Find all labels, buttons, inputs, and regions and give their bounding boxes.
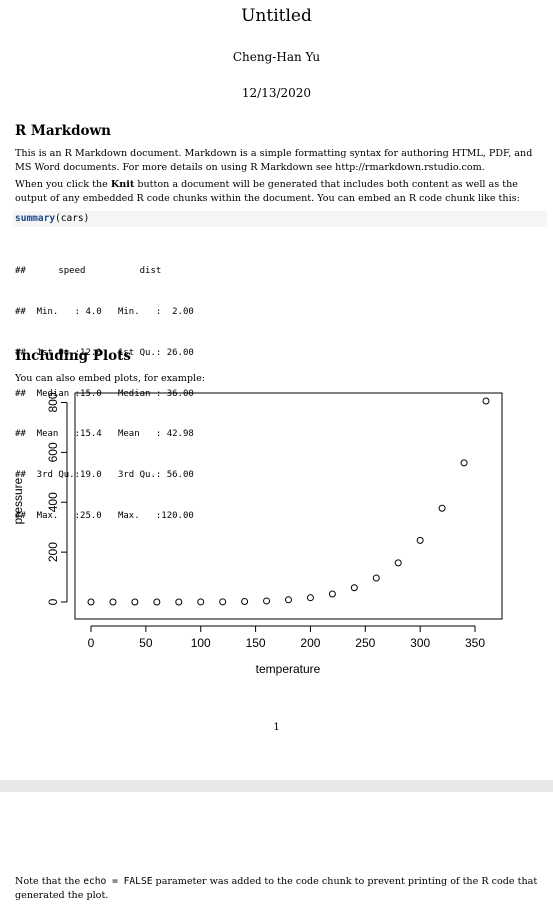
x-axis-label: temperature <box>256 662 321 676</box>
data-point <box>175 598 183 606</box>
footer-line-2: generated the plot. <box>15 890 109 901</box>
y-axis-label: pressure <box>11 477 25 524</box>
document-author: Cheng-Han Yu <box>232 50 321 64</box>
knit-paragraph: When you click the Knit button a documen… <box>15 178 545 206</box>
intro-paragraph: This is an R Markdown document. Markdown… <box>15 147 545 175</box>
page-number: 1 <box>273 722 280 733</box>
page-separator <box>0 780 553 792</box>
data-point <box>263 597 271 605</box>
code-chunk: summary(cars) <box>13 211 547 227</box>
x-tick-label: 50 <box>139 636 153 650</box>
footer-code: echo = FALSE <box>83 876 153 887</box>
output-line: ## Median :15.0 Median : 36.00 <box>15 388 205 399</box>
output-line: ## Mean :15.4 Mean : 42.98 <box>15 429 205 440</box>
x-tick-label: 200 <box>300 636 320 650</box>
output-line: ## 1st Qu.:12.0 1st Qu.: 26.00 <box>15 347 205 358</box>
x-tick-label: 250 <box>355 636 375 650</box>
knit-bold: Knit <box>110 179 135 190</box>
data-point <box>131 598 139 606</box>
data-point <box>482 397 490 405</box>
document-date: 12/13/2020 <box>241 86 312 100</box>
x-tick-label: 100 <box>191 636 211 650</box>
data-point <box>285 596 292 604</box>
section-heading-including-plots: Including Plots <box>15 348 131 364</box>
knit-line-1-pre: When you click the <box>15 179 111 190</box>
y-tick-label: 800 <box>46 392 60 412</box>
intro-line-2: MS Word documents. For more details on u… <box>15 162 485 173</box>
y-tick-label: 0 <box>46 598 60 605</box>
plot-box <box>74 392 503 620</box>
x-tick-label: 0 <box>88 636 95 650</box>
data-point <box>438 504 446 512</box>
data-points <box>87 397 490 606</box>
y-tick-label: 200 <box>46 542 60 562</box>
footer-note: Note that the echo = FALSE parameter was… <box>15 875 545 903</box>
data-point <box>109 598 117 606</box>
data-point <box>197 598 205 606</box>
intro-line-1: This is an R Markdown document. Markdown… <box>15 148 533 159</box>
x-tick-label: 350 <box>465 636 485 650</box>
code-output: ## speed dist ## Min. : 4.0 Min. : 2.00 … <box>15 238 205 551</box>
document-title: Untitled <box>241 6 312 26</box>
y-tick-label: 600 <box>46 442 60 462</box>
code-function: summary <box>15 213 56 224</box>
pressure-scatter-plot: 0 50 100 150 200 250 300 350 0 200 400 600 800 temp… <box>11 392 503 676</box>
data-point <box>394 559 402 567</box>
data-point <box>241 598 249 606</box>
footer-post: parameter was added to the code chunk to… <box>152 876 538 887</box>
data-point <box>460 459 468 467</box>
code-args: (cars) <box>55 213 90 224</box>
section-heading-r-markdown: R Markdown <box>15 123 111 139</box>
output-line: ## 3rd Qu.:19.0 3rd Qu.: 56.00 <box>15 470 205 481</box>
data-point <box>219 598 227 606</box>
output-line: ## Min. : 4.0 Min. : 2.00 <box>15 306 205 317</box>
plots-paragraph: You can also embed plots, for example: <box>15 373 205 384</box>
page-2: Note that the echo = FALSE parameter was… <box>0 792 553 907</box>
page-1: Untitled Cheng-Han Yu 12/13/2020 R Markd… <box>11 6 547 733</box>
x-axis: 0 50 100 150 200 250 300 350 <box>88 625 485 650</box>
x-tick-label: 300 <box>410 636 430 650</box>
knit-line-2: output of any embedded R code chunks wit… <box>15 193 520 204</box>
output-line: ## Max. :25.0 Max. :120.00 <box>15 510 205 521</box>
data-point <box>153 598 161 606</box>
data-point <box>87 598 95 606</box>
footer-pre: Note that the <box>15 876 84 887</box>
output-line: ## speed dist <box>15 266 189 277</box>
knit-line-1-post: button a document will be generated that… <box>134 179 518 190</box>
data-point <box>350 584 358 592</box>
y-tick-label: 400 <box>46 492 60 512</box>
y-axis: 0 200 400 600 800 <box>46 392 68 605</box>
data-point <box>372 574 380 582</box>
data-point <box>306 594 314 602</box>
x-tick-label: 150 <box>246 636 266 650</box>
data-point <box>416 536 424 544</box>
data-point <box>328 590 336 598</box>
